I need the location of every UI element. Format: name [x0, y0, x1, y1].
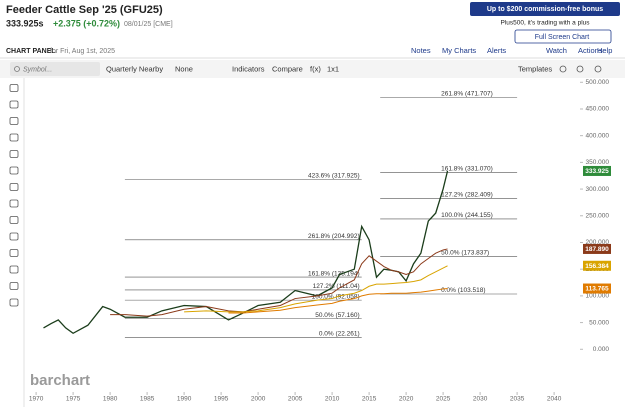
fib-label: 261.8% (204.992) — [308, 233, 360, 240]
toolbar-item[interactable]: None — [175, 64, 193, 73]
symbol-placeholder[interactable]: Symbol... — [23, 66, 52, 73]
drawing-tool[interactable] — [9, 133, 19, 142]
drawing-tool[interactable] — [9, 84, 19, 92]
moving-average — [110, 248, 448, 317]
y-tick-label: 500.000 — [586, 79, 610, 86]
x-tick-label: 2035 — [510, 396, 525, 403]
x-tick-label: 2015 — [362, 396, 377, 403]
panel-link[interactable]: Watch — [546, 46, 567, 55]
templates-button[interactable]: Templates — [518, 64, 552, 73]
y-tick-label: 0.000 — [593, 346, 610, 353]
y-tick-label: 400.000 — [586, 132, 610, 139]
y-tick-label: 300.000 — [586, 186, 610, 193]
fib-label: 261.8% (471.707) — [441, 91, 493, 98]
fib-label: 127.2% (282.409) — [441, 192, 493, 199]
y-tick-label: 50.000 — [589, 319, 609, 326]
fib-label: 50.0% (57.160) — [315, 312, 359, 319]
toolbar-item[interactable]: Quarterly Nearby — [106, 64, 163, 73]
y-tick-label: 450.000 — [586, 106, 610, 113]
x-tick-label: 2025 — [436, 396, 451, 403]
search-icon — [14, 66, 20, 72]
drawing-tool[interactable] — [9, 117, 19, 125]
fib-label: 50.0% (173.837) — [441, 250, 489, 257]
x-tick-label: 1990 — [177, 396, 192, 403]
x-tick-label: 1975 — [66, 396, 81, 403]
fib-label: 100.0% (244.155) — [441, 212, 493, 219]
panel-link[interactable]: Help — [597, 46, 612, 55]
toolbar-icon[interactable] — [559, 65, 567, 73]
instrument-title: Feeder Cattle Sep '25 (GFU25) — [6, 4, 163, 16]
toolbar-icon[interactable] — [576, 65, 584, 73]
toolbar-item[interactable]: 1x1 — [327, 64, 339, 73]
last-value-label: 333.925 — [585, 168, 609, 175]
x-tick-label: 2000 — [251, 396, 266, 403]
toolbar-item[interactable]: Compare — [272, 64, 303, 73]
x-tick-label: 1980 — [103, 396, 118, 403]
last-price: 333.925s — [6, 18, 44, 28]
toolbar-item[interactable]: Indicators — [232, 64, 265, 73]
x-tick-label: 2030 — [473, 396, 488, 403]
drawing-tool[interactable] — [9, 150, 19, 158]
last-value-label: 187.890 — [585, 246, 609, 253]
drawing-tool[interactable] — [9, 216, 19, 224]
drawing-tool[interactable] — [9, 183, 19, 191]
x-tick-label: 2010 — [325, 396, 340, 403]
price-line — [43, 170, 449, 335]
x-tick-label: 1985 — [140, 396, 155, 403]
toolbar-item[interactable]: f(x) — [310, 64, 321, 73]
fullscreen-label[interactable]: Full Screen Chart — [535, 34, 590, 41]
ad-banner[interactable] — [470, 2, 620, 16]
drawing-tool[interactable] — [9, 282, 19, 290]
last-value-label: 156.384 — [585, 263, 609, 270]
toolbar-icon[interactable] — [594, 65, 602, 73]
panel-label: CHART PANEL — [6, 48, 56, 55]
y-tick-label: 100.000 — [586, 293, 610, 300]
drawing-tool[interactable] — [9, 298, 19, 307]
last-value-label: 113.765 — [585, 286, 609, 293]
panel-link[interactable]: Actions — [578, 46, 603, 55]
x-tick-label: 2040 — [547, 396, 562, 403]
moving-average — [184, 265, 448, 313]
drawing-tool[interactable] — [9, 265, 19, 274]
x-tick-label: 1970 — [29, 396, 44, 403]
x-tick-label: 1995 — [214, 396, 229, 403]
y-tick-label: 350.000 — [586, 159, 610, 166]
fullscreen-button[interactable] — [514, 29, 612, 44]
drawing-tool[interactable] — [9, 166, 19, 175]
toolbar — [0, 60, 625, 78]
last-value-tag — [583, 260, 611, 271]
x-tick-label: 2005 — [288, 396, 303, 403]
drawing-tool[interactable] — [9, 232, 19, 241]
panel-link[interactable]: Alerts — [487, 46, 506, 55]
panel-link[interactable]: Notes — [411, 46, 431, 55]
fib-label: 0.0% (22.261) — [319, 331, 360, 338]
last-value-tag — [583, 283, 611, 294]
ad-sub[interactable]: Plus500, it's trading with a plus — [500, 20, 590, 27]
y-tick-label: 200.000 — [586, 239, 610, 246]
y-tick-label: 250.000 — [586, 212, 610, 219]
watermark: barchart — [30, 372, 90, 389]
panel-date: for Fri, Aug 1st, 2025 — [50, 48, 115, 55]
fib-label: 161.8% (331.070) — [441, 166, 493, 173]
drawing-tool[interactable] — [9, 249, 19, 257]
drawing-tool[interactable] — [9, 199, 19, 208]
drawing-tool[interactable] — [9, 100, 19, 109]
panel-link[interactable]: My Charts — [442, 46, 476, 55]
fib-label: 127.2% (111.04) — [313, 283, 360, 290]
quote-date: 08/01/25 [CME] — [124, 21, 173, 28]
fib-label: 423.6% (317.925) — [308, 173, 360, 180]
fib-label: 0.0% (103.518) — [441, 287, 485, 294]
moving-average — [228, 288, 448, 314]
fib-label: 161.8% (135.194) — [308, 270, 360, 277]
x-tick-label: 2020 — [399, 396, 414, 403]
last-value-tag — [583, 243, 611, 254]
last-value-tag — [583, 165, 611, 176]
symbol-input[interactable] — [10, 62, 100, 76]
price-change: +2.375 (+0.72%) — [53, 18, 120, 28]
ad-headline[interactable]: Up to $200 commission-free bonus — [487, 6, 603, 13]
